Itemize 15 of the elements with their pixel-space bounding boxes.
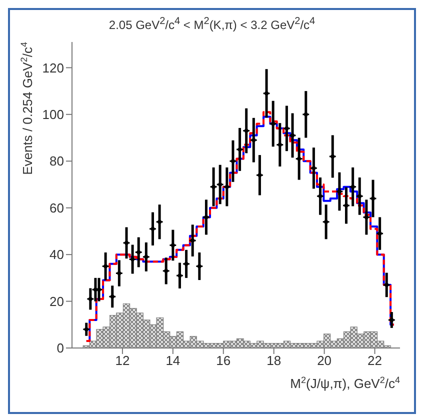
x-tick-label: 20: [317, 353, 332, 368]
y-tick-label: 0: [56, 340, 64, 356]
x-axis-title: M$^{2}$(J/ψ,π), GeV$^{2}$/c$^{4}$: [290, 375, 400, 391]
chart-title: 2.05 GeV$^{2}$/c$^{4}$ < M$^{2}$(K,π) < 3.2 GeV$^{2}$/c$^{4}$: [108, 16, 316, 32]
x-tick-label: 18: [266, 353, 282, 368]
y-tick-label: 100: [42, 107, 64, 122]
y-tick-label: 120: [42, 60, 64, 76]
x-tick-label: 16: [216, 353, 231, 368]
y-tick-label: 40: [50, 247, 64, 262]
x-tick-label: 22: [368, 353, 382, 368]
x-tick-label: 14: [166, 353, 180, 368]
y-tick-label: 20: [50, 294, 64, 309]
y-tick-label: 60: [50, 200, 64, 216]
x-tick-label: 12: [115, 353, 130, 368]
y-tick-label: 80: [50, 154, 64, 169]
